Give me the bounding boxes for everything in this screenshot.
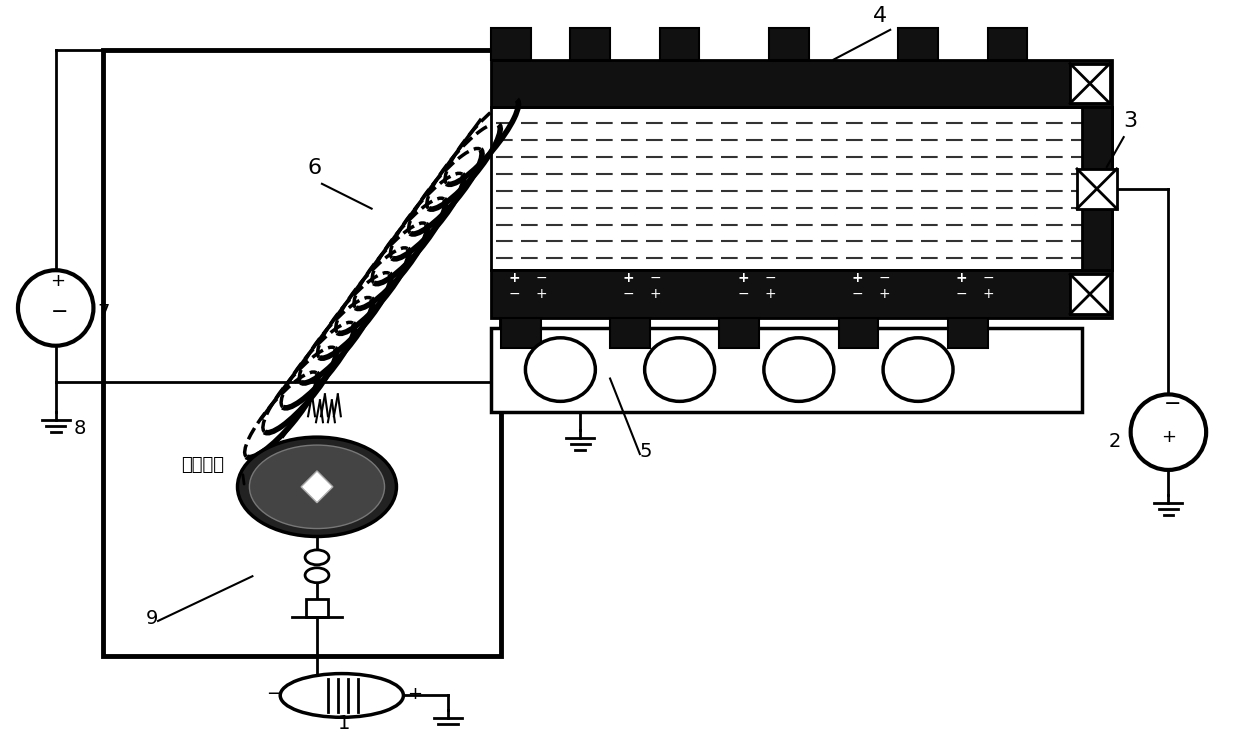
- Text: 5: 5: [640, 442, 652, 461]
- Text: 基体工件: 基体工件: [181, 456, 224, 474]
- Text: 6: 6: [308, 158, 321, 178]
- Bar: [570, 28, 610, 59]
- Bar: [1078, 169, 1117, 209]
- Text: −: −: [956, 287, 967, 301]
- Bar: [491, 59, 1112, 107]
- Text: 3: 3: [1123, 111, 1138, 131]
- Text: +: +: [852, 271, 863, 285]
- Text: −: −: [982, 271, 994, 285]
- Text: +: +: [408, 685, 423, 704]
- Text: +: +: [50, 272, 64, 290]
- Ellipse shape: [305, 568, 329, 583]
- Bar: [660, 28, 699, 59]
- Ellipse shape: [883, 338, 954, 402]
- Text: −: −: [852, 287, 863, 301]
- Text: +: +: [1162, 428, 1177, 446]
- Polygon shape: [301, 471, 332, 503]
- Bar: [1070, 64, 1110, 103]
- Text: +: +: [764, 287, 776, 301]
- Text: +: +: [878, 287, 890, 301]
- Bar: [769, 28, 808, 59]
- Bar: [491, 328, 1083, 412]
- Text: −: −: [622, 287, 635, 301]
- Text: −: −: [764, 271, 776, 285]
- Text: −: −: [650, 271, 661, 285]
- Text: 9: 9: [146, 609, 159, 628]
- Bar: [719, 318, 759, 347]
- Bar: [898, 28, 937, 59]
- Text: +: +: [650, 287, 661, 301]
- Text: +: +: [622, 271, 635, 285]
- Bar: [491, 270, 1112, 318]
- Ellipse shape: [238, 437, 397, 537]
- Text: 1: 1: [337, 714, 350, 733]
- Ellipse shape: [280, 674, 403, 718]
- Bar: [491, 107, 1112, 270]
- Text: −: −: [536, 271, 547, 285]
- Text: +: +: [738, 271, 749, 285]
- Text: 4: 4: [873, 6, 888, 26]
- Bar: [491, 28, 531, 59]
- Bar: [306, 599, 327, 617]
- Bar: [501, 318, 541, 347]
- Circle shape: [1131, 394, 1207, 470]
- Bar: [103, 50, 501, 656]
- Text: −: −: [267, 685, 281, 704]
- Text: −: −: [508, 287, 521, 301]
- Ellipse shape: [249, 445, 384, 528]
- Bar: [1070, 274, 1110, 314]
- Text: −: −: [51, 302, 68, 322]
- Bar: [947, 318, 987, 347]
- Ellipse shape: [764, 338, 833, 402]
- Text: 7: 7: [98, 303, 110, 322]
- Text: +: +: [956, 271, 967, 285]
- Bar: [610, 318, 650, 347]
- Bar: [838, 318, 878, 347]
- Bar: [1083, 107, 1112, 270]
- Ellipse shape: [305, 550, 329, 565]
- Circle shape: [17, 270, 93, 346]
- Ellipse shape: [645, 338, 714, 402]
- Text: 2: 2: [1109, 432, 1121, 451]
- Text: +: +: [508, 271, 521, 285]
- Text: 8: 8: [73, 419, 86, 438]
- Text: +: +: [982, 287, 994, 301]
- Text: −: −: [878, 271, 890, 285]
- Text: −: −: [738, 287, 749, 301]
- Ellipse shape: [526, 338, 595, 402]
- Bar: [987, 28, 1027, 59]
- Text: −: −: [1163, 394, 1180, 414]
- Text: +: +: [536, 287, 547, 301]
